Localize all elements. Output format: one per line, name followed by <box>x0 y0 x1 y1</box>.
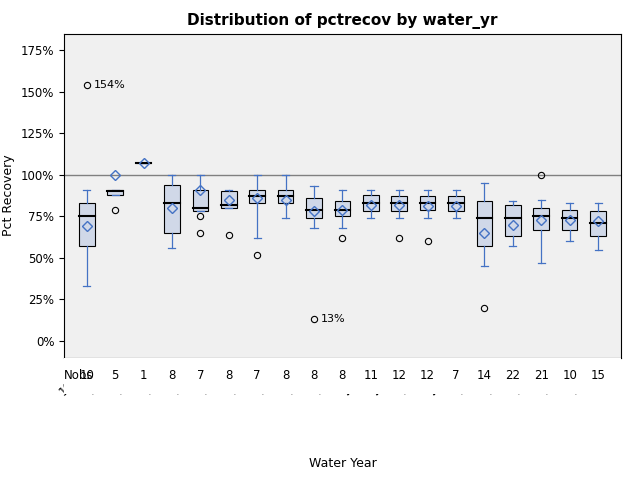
Text: 5: 5 <box>111 369 119 382</box>
Text: 8: 8 <box>225 369 232 382</box>
Text: 154%: 154% <box>93 80 125 90</box>
Title: Distribution of pctrecov by water_yr: Distribution of pctrecov by water_yr <box>187 13 498 29</box>
FancyBboxPatch shape <box>335 202 350 216</box>
FancyBboxPatch shape <box>477 202 492 246</box>
Text: 15: 15 <box>591 369 605 382</box>
Text: 7: 7 <box>253 369 261 382</box>
Text: 12: 12 <box>392 369 406 382</box>
Text: 10: 10 <box>562 369 577 382</box>
Text: 11: 11 <box>364 369 378 382</box>
FancyBboxPatch shape <box>108 190 123 195</box>
FancyBboxPatch shape <box>392 196 407 211</box>
FancyBboxPatch shape <box>590 211 606 236</box>
FancyBboxPatch shape <box>306 198 322 218</box>
Text: 22: 22 <box>506 369 520 382</box>
FancyBboxPatch shape <box>363 195 379 211</box>
Text: Nobs: Nobs <box>64 369 93 382</box>
Text: 14: 14 <box>477 369 492 382</box>
Text: Water Year: Water Year <box>308 457 376 470</box>
FancyBboxPatch shape <box>221 192 237 208</box>
FancyBboxPatch shape <box>448 196 464 211</box>
FancyBboxPatch shape <box>420 196 435 210</box>
Text: 8: 8 <box>168 369 175 382</box>
FancyBboxPatch shape <box>79 203 95 246</box>
FancyBboxPatch shape <box>534 208 549 229</box>
Text: 7: 7 <box>452 369 460 382</box>
Text: 21: 21 <box>534 369 548 382</box>
FancyBboxPatch shape <box>278 190 293 203</box>
FancyBboxPatch shape <box>562 210 577 229</box>
Text: 12: 12 <box>420 369 435 382</box>
Text: 8: 8 <box>282 369 289 382</box>
FancyBboxPatch shape <box>250 190 265 203</box>
Y-axis label: Pct Recovery: Pct Recovery <box>2 155 15 237</box>
FancyBboxPatch shape <box>193 190 208 211</box>
Text: 7: 7 <box>196 369 204 382</box>
FancyBboxPatch shape <box>505 205 521 236</box>
Text: 8: 8 <box>310 369 317 382</box>
Text: 13%: 13% <box>321 314 346 324</box>
Text: 1: 1 <box>140 369 147 382</box>
Text: 10: 10 <box>79 369 94 382</box>
FancyBboxPatch shape <box>164 185 180 233</box>
Text: 8: 8 <box>339 369 346 382</box>
